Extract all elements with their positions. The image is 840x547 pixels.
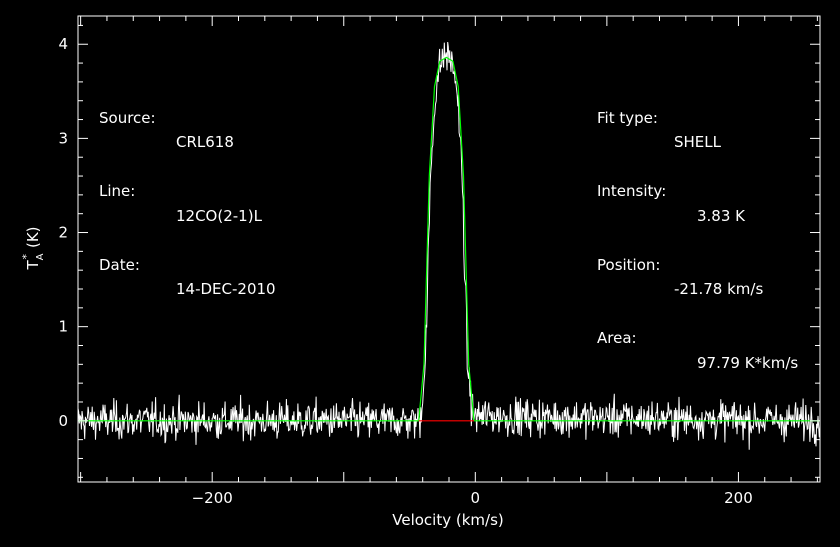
fit-type-key: Fit type: [597,108,658,127]
fit-intensity-key: Intensity: [597,182,667,200]
x-axis-label: Velocity (km/s) [392,511,503,529]
y-tick-label: 0 [58,412,68,430]
y-tick-label: 4 [58,35,68,53]
fit-area-key: Area: [597,329,637,347]
y-axis-label: TA*(K) [20,226,46,270]
y-tick-label: 2 [58,224,68,242]
fit-intensity-value: 3.83 K [697,206,746,225]
fit-position-key: Position: [597,255,661,274]
info-source: Source: CRL618 [99,81,234,152]
fit-position: Position: -21.78 km/s [597,228,763,299]
fit-line [78,56,820,422]
x-tick-label: −200 [192,489,233,507]
info-source-key: Source: [99,108,156,127]
spectrum-line [77,41,821,450]
x-tick-label: 0 [471,489,481,507]
info-line: Line: 12CO(2-1)L [99,155,262,225]
fit-position-value: -21.78 km/s [674,280,764,298]
plot-marks [77,41,821,450]
fit-area: Area: 97.79 K*km/s [597,302,798,372]
svg-text:TA*(K): TA*(K) [20,226,46,270]
info-line-key: Line: [99,182,136,200]
fit-info: Fit type: SHELL Intensity: 3.83 K Positi… [597,32,798,372]
fit-intensity: Intensity: 3.83 K [597,155,745,225]
axes-frame: −200 0 200 0 1 2 3 4 [58,15,821,507]
fit-type: Fit type: SHELL [597,81,721,152]
info-source-value: CRL618 [176,133,234,151]
y-tick-label: 1 [58,318,68,336]
observation-info: Source: CRL618 Line: 12CO(2-1)L Date: 14… [99,32,276,299]
info-line-value: 12CO(2-1)L [176,206,262,225]
fit-area-value: 97.79 K*km/s [697,353,799,372]
x-tick-label: 200 [724,489,753,507]
info-date-key: Date: [99,255,140,274]
y-tick-label: 3 [58,129,68,147]
info-date-value: 14-DEC-2010 [176,280,276,298]
fit-type-value: SHELL [674,133,721,151]
info-date: Date: 14-DEC-2010 [99,228,276,299]
